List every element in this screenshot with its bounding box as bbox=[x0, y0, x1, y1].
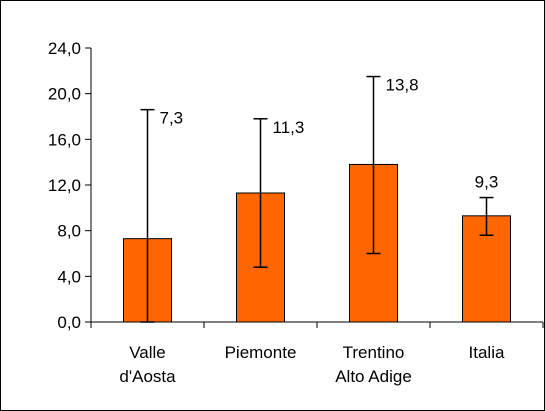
category-label: d'Aosta bbox=[119, 367, 176, 386]
y-tick-label: 24,0 bbox=[48, 39, 81, 58]
category-label: Alto Adige bbox=[335, 367, 412, 386]
y-tick-label: 8,0 bbox=[57, 222, 81, 241]
data-label: 7,3 bbox=[160, 109, 184, 128]
y-tick-label: 4,0 bbox=[57, 267, 81, 286]
data-label: 13,8 bbox=[386, 76, 419, 95]
y-tick-label: 0,0 bbox=[57, 313, 81, 332]
category-label: Valle bbox=[129, 343, 166, 362]
y-tick-label: 20,0 bbox=[48, 85, 81, 104]
y-tick-label: 12,0 bbox=[48, 176, 81, 195]
y-tick-label: 16,0 bbox=[48, 130, 81, 149]
data-label: 9,3 bbox=[475, 173, 499, 192]
category-label: Piemonte bbox=[225, 343, 297, 362]
category-label: Trentino bbox=[343, 343, 405, 362]
data-label: 11,3 bbox=[273, 118, 305, 137]
category-label: Italia bbox=[469, 343, 505, 362]
